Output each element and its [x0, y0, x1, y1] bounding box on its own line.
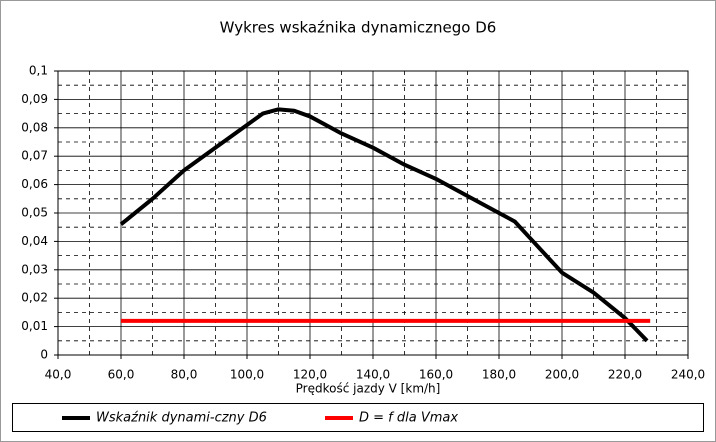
y-tick-label: 0,02: [21, 291, 48, 305]
y-tick-label: 0,06: [21, 177, 48, 191]
y-tick-label: 0,05: [21, 206, 48, 220]
y-tick-label: 0,09: [21, 92, 48, 106]
x-tick-label: 200,0: [545, 368, 579, 382]
data-line: [119, 107, 649, 343]
legend-box: [12, 403, 704, 432]
y-tick-label: 0: [40, 348, 48, 362]
x-tick-label: 100,0: [230, 368, 264, 382]
x-tick-label: 60,0: [108, 368, 135, 382]
x-tick-label: 240,0: [671, 368, 705, 382]
x-tick-label: 220,0: [608, 368, 642, 382]
y-tick-label: 0,04: [21, 234, 48, 248]
legend-label: Wskaźnik dynami-czny D6: [96, 411, 267, 426]
y-tick-label: 0,01: [21, 319, 48, 333]
y-tick-label: 0,08: [21, 120, 48, 134]
x-tick-label: 140,0: [356, 368, 390, 382]
x-tick-label: 160,0: [419, 368, 453, 382]
x-tick-label: 80,0: [171, 368, 198, 382]
y-tick-label: 0,07: [21, 149, 48, 163]
plot-border: [57, 70, 689, 356]
x-axis-label: Prędkość jazdy V [km/h]: [296, 382, 441, 396]
x-tick-label: 120,0: [293, 368, 327, 382]
y-tick-label: 0,03: [21, 262, 48, 276]
x-tick-label: 180,0: [482, 368, 516, 382]
legend-label: D = f dla Vmax: [359, 411, 458, 426]
y-tick-label: 0,1: [29, 64, 48, 78]
chart-title: Wykres wskaźnika dynamicznego D6: [220, 19, 497, 37]
x-tick-label: 40,0: [45, 368, 72, 382]
